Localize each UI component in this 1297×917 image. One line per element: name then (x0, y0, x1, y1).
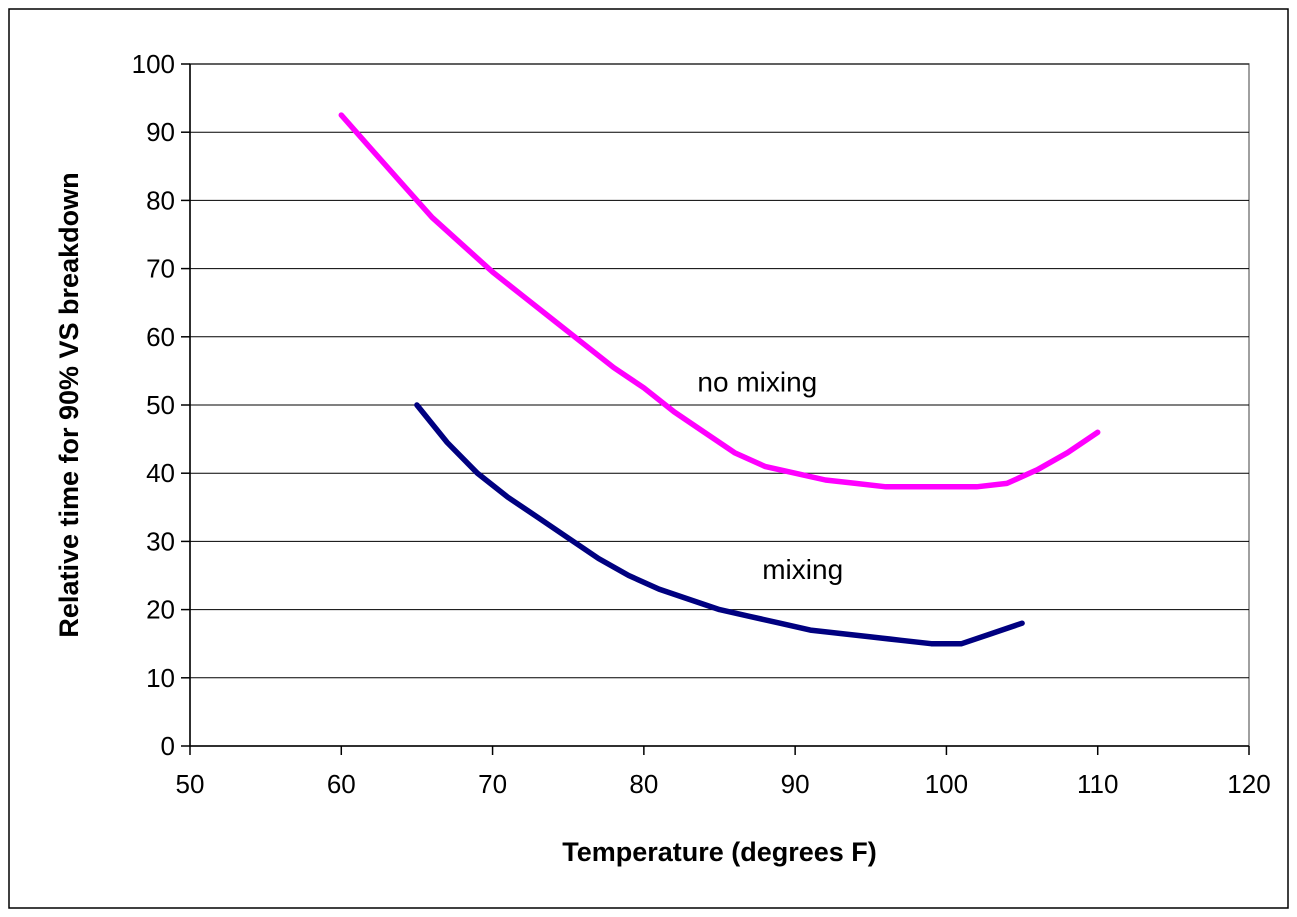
series-lines (338, 112, 1101, 647)
x-tick-label: 50 (176, 769, 205, 799)
y-tick-label: 80 (146, 185, 175, 215)
tick-labels: 0 10 20 30 40 50 60 70 80 90 100 50 60 70 80 90 100 110 12… (132, 49, 1271, 799)
y-tick-label: 60 (146, 322, 175, 352)
x-tick-label: 120 (1227, 769, 1270, 799)
y-tick-label: 90 (146, 117, 175, 147)
series-line-1 (414, 402, 1025, 647)
series-line-0 (338, 112, 1101, 490)
annotation-0: no mixing (697, 366, 817, 397)
y-tick-label: 100 (132, 49, 175, 79)
y-tick-label: 40 (146, 458, 175, 488)
y-tick-label: 30 (146, 526, 175, 556)
x-tick-label: 110 (1077, 769, 1118, 799)
y-tick-label: 0 (161, 731, 175, 761)
y-tick-label: 50 (146, 390, 175, 420)
chart-frame (8, 8, 1289, 909)
x-tick-label: 60 (327, 769, 356, 799)
x-axis-title: Temperature (degrees F) (562, 837, 877, 867)
y-tick-label: 70 (146, 254, 175, 284)
y-tick-label: 20 (146, 595, 175, 625)
annotations: no mixing mixing (697, 366, 843, 585)
y-axis-title: Relative time for 90% VS breakdown (54, 172, 84, 637)
x-tick-label: 80 (629, 769, 658, 799)
x-tick-label: 70 (478, 769, 507, 799)
x-tick-label: 90 (781, 769, 810, 799)
y-tick-label: 10 (146, 663, 175, 693)
x-tick-label: 100 (925, 769, 968, 799)
axes (181, 63, 1250, 755)
annotation-1: mixing (762, 554, 843, 585)
